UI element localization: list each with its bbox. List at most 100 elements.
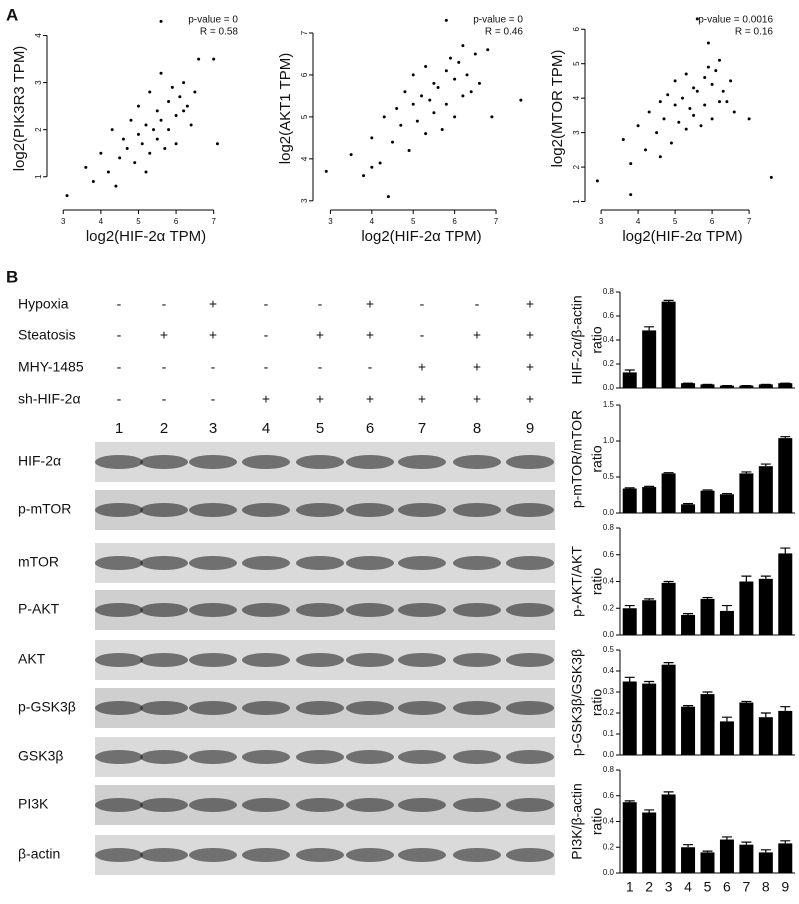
blot-band bbox=[189, 750, 237, 764]
x-tick-label: 5 bbox=[136, 217, 141, 226]
point bbox=[706, 65, 710, 69]
blot-band bbox=[453, 503, 501, 517]
point bbox=[163, 147, 167, 151]
blot-band bbox=[95, 455, 143, 469]
blot-label: P-AKT bbox=[18, 601, 60, 617]
point bbox=[424, 132, 428, 136]
point bbox=[118, 156, 122, 160]
error-bar bbox=[644, 598, 655, 601]
point bbox=[636, 124, 640, 128]
point bbox=[684, 72, 688, 76]
blot-band bbox=[346, 653, 394, 667]
point bbox=[444, 18, 448, 22]
error-bar bbox=[624, 604, 635, 609]
point bbox=[114, 184, 118, 188]
error-bar bbox=[780, 840, 791, 844]
point bbox=[136, 132, 140, 136]
error-bar bbox=[760, 463, 771, 467]
blot-band bbox=[398, 750, 446, 764]
y-tick-label: 0.8 bbox=[603, 287, 615, 296]
y-tick-label: 4 bbox=[34, 33, 43, 38]
point bbox=[155, 109, 159, 113]
error-bar bbox=[624, 369, 635, 373]
y-tick-label: 0.4 bbox=[603, 577, 615, 586]
bar bbox=[622, 372, 637, 388]
x-tick-label: 8 bbox=[762, 879, 770, 895]
bar bbox=[681, 706, 696, 755]
bar bbox=[622, 802, 637, 873]
point bbox=[424, 65, 428, 69]
x-tick-label: 7 bbox=[211, 217, 216, 226]
y-axis-label: log2(AKT1 TPM) bbox=[277, 53, 294, 164]
point bbox=[647, 110, 651, 114]
error-bar bbox=[663, 791, 674, 795]
point bbox=[444, 102, 448, 106]
y-tick-label: 0.5 bbox=[603, 472, 615, 481]
condition-sign: - bbox=[211, 359, 216, 375]
point bbox=[407, 148, 411, 152]
error-bar bbox=[721, 716, 732, 722]
point bbox=[706, 41, 710, 45]
error-bar bbox=[683, 705, 694, 707]
y-tick-label: 0.0 bbox=[603, 383, 615, 392]
blot-band bbox=[296, 750, 344, 764]
point bbox=[197, 57, 201, 61]
condition-label: Hypoxia bbox=[18, 296, 69, 312]
point bbox=[212, 57, 216, 61]
blot-band bbox=[346, 603, 394, 617]
error-bar bbox=[683, 613, 694, 615]
blot-label: β-actin bbox=[18, 846, 60, 862]
blot-band bbox=[346, 503, 394, 517]
point bbox=[453, 77, 457, 81]
blot-band bbox=[189, 455, 237, 469]
point bbox=[644, 148, 647, 152]
point bbox=[673, 103, 677, 107]
bar bbox=[719, 839, 734, 873]
condition-sign: + bbox=[262, 391, 270, 407]
condition-sign: + bbox=[473, 359, 481, 375]
y-tick-label: 0.1 bbox=[603, 729, 615, 738]
error-bar bbox=[644, 326, 655, 331]
y-tick-label: 0.2 bbox=[603, 708, 615, 717]
blot-band bbox=[506, 653, 554, 667]
point bbox=[718, 100, 721, 104]
y-axis-label: log2(PIK3R3 TPM) bbox=[11, 46, 28, 172]
y-axis-label: PI3K/β-actin bbox=[569, 783, 585, 860]
condition-sign: - bbox=[117, 391, 122, 407]
error-bar bbox=[644, 680, 655, 684]
annotation: R = 0.46 bbox=[485, 27, 524, 38]
error-bar bbox=[741, 471, 752, 474]
y-tick-label: 0.3 bbox=[603, 687, 615, 696]
point bbox=[193, 90, 197, 94]
blot-label: PI3K bbox=[18, 796, 49, 812]
point bbox=[152, 128, 156, 132]
condition-sign: - bbox=[162, 296, 167, 312]
y-tick-label: 3 bbox=[572, 130, 581, 135]
point bbox=[519, 98, 523, 102]
bar bbox=[681, 847, 696, 873]
panel-letter: A bbox=[6, 5, 18, 24]
error-bar bbox=[741, 841, 752, 845]
y-axis-label: p-GSK3β/GSK3β bbox=[569, 649, 585, 756]
blot-band bbox=[95, 503, 143, 517]
condition-sign: - bbox=[420, 296, 425, 312]
blot-band bbox=[140, 750, 188, 764]
blot-band bbox=[506, 556, 554, 570]
y-tick-label: 0.5 bbox=[603, 645, 615, 654]
blot-band bbox=[140, 701, 188, 715]
blot-band bbox=[140, 653, 188, 667]
point bbox=[349, 153, 353, 157]
blot-band bbox=[296, 848, 344, 862]
blot-band bbox=[242, 798, 290, 812]
condition-sign: + bbox=[366, 391, 374, 407]
y-tick-label: 0.2 bbox=[603, 603, 615, 612]
bar bbox=[661, 794, 676, 873]
error-bar bbox=[721, 604, 732, 611]
blot-band bbox=[242, 701, 290, 715]
condition-sign: - bbox=[162, 391, 167, 407]
condition-sign: + bbox=[160, 327, 168, 343]
error-bar bbox=[721, 836, 732, 840]
point bbox=[159, 19, 163, 23]
y-axis-label: ratio bbox=[589, 568, 605, 595]
